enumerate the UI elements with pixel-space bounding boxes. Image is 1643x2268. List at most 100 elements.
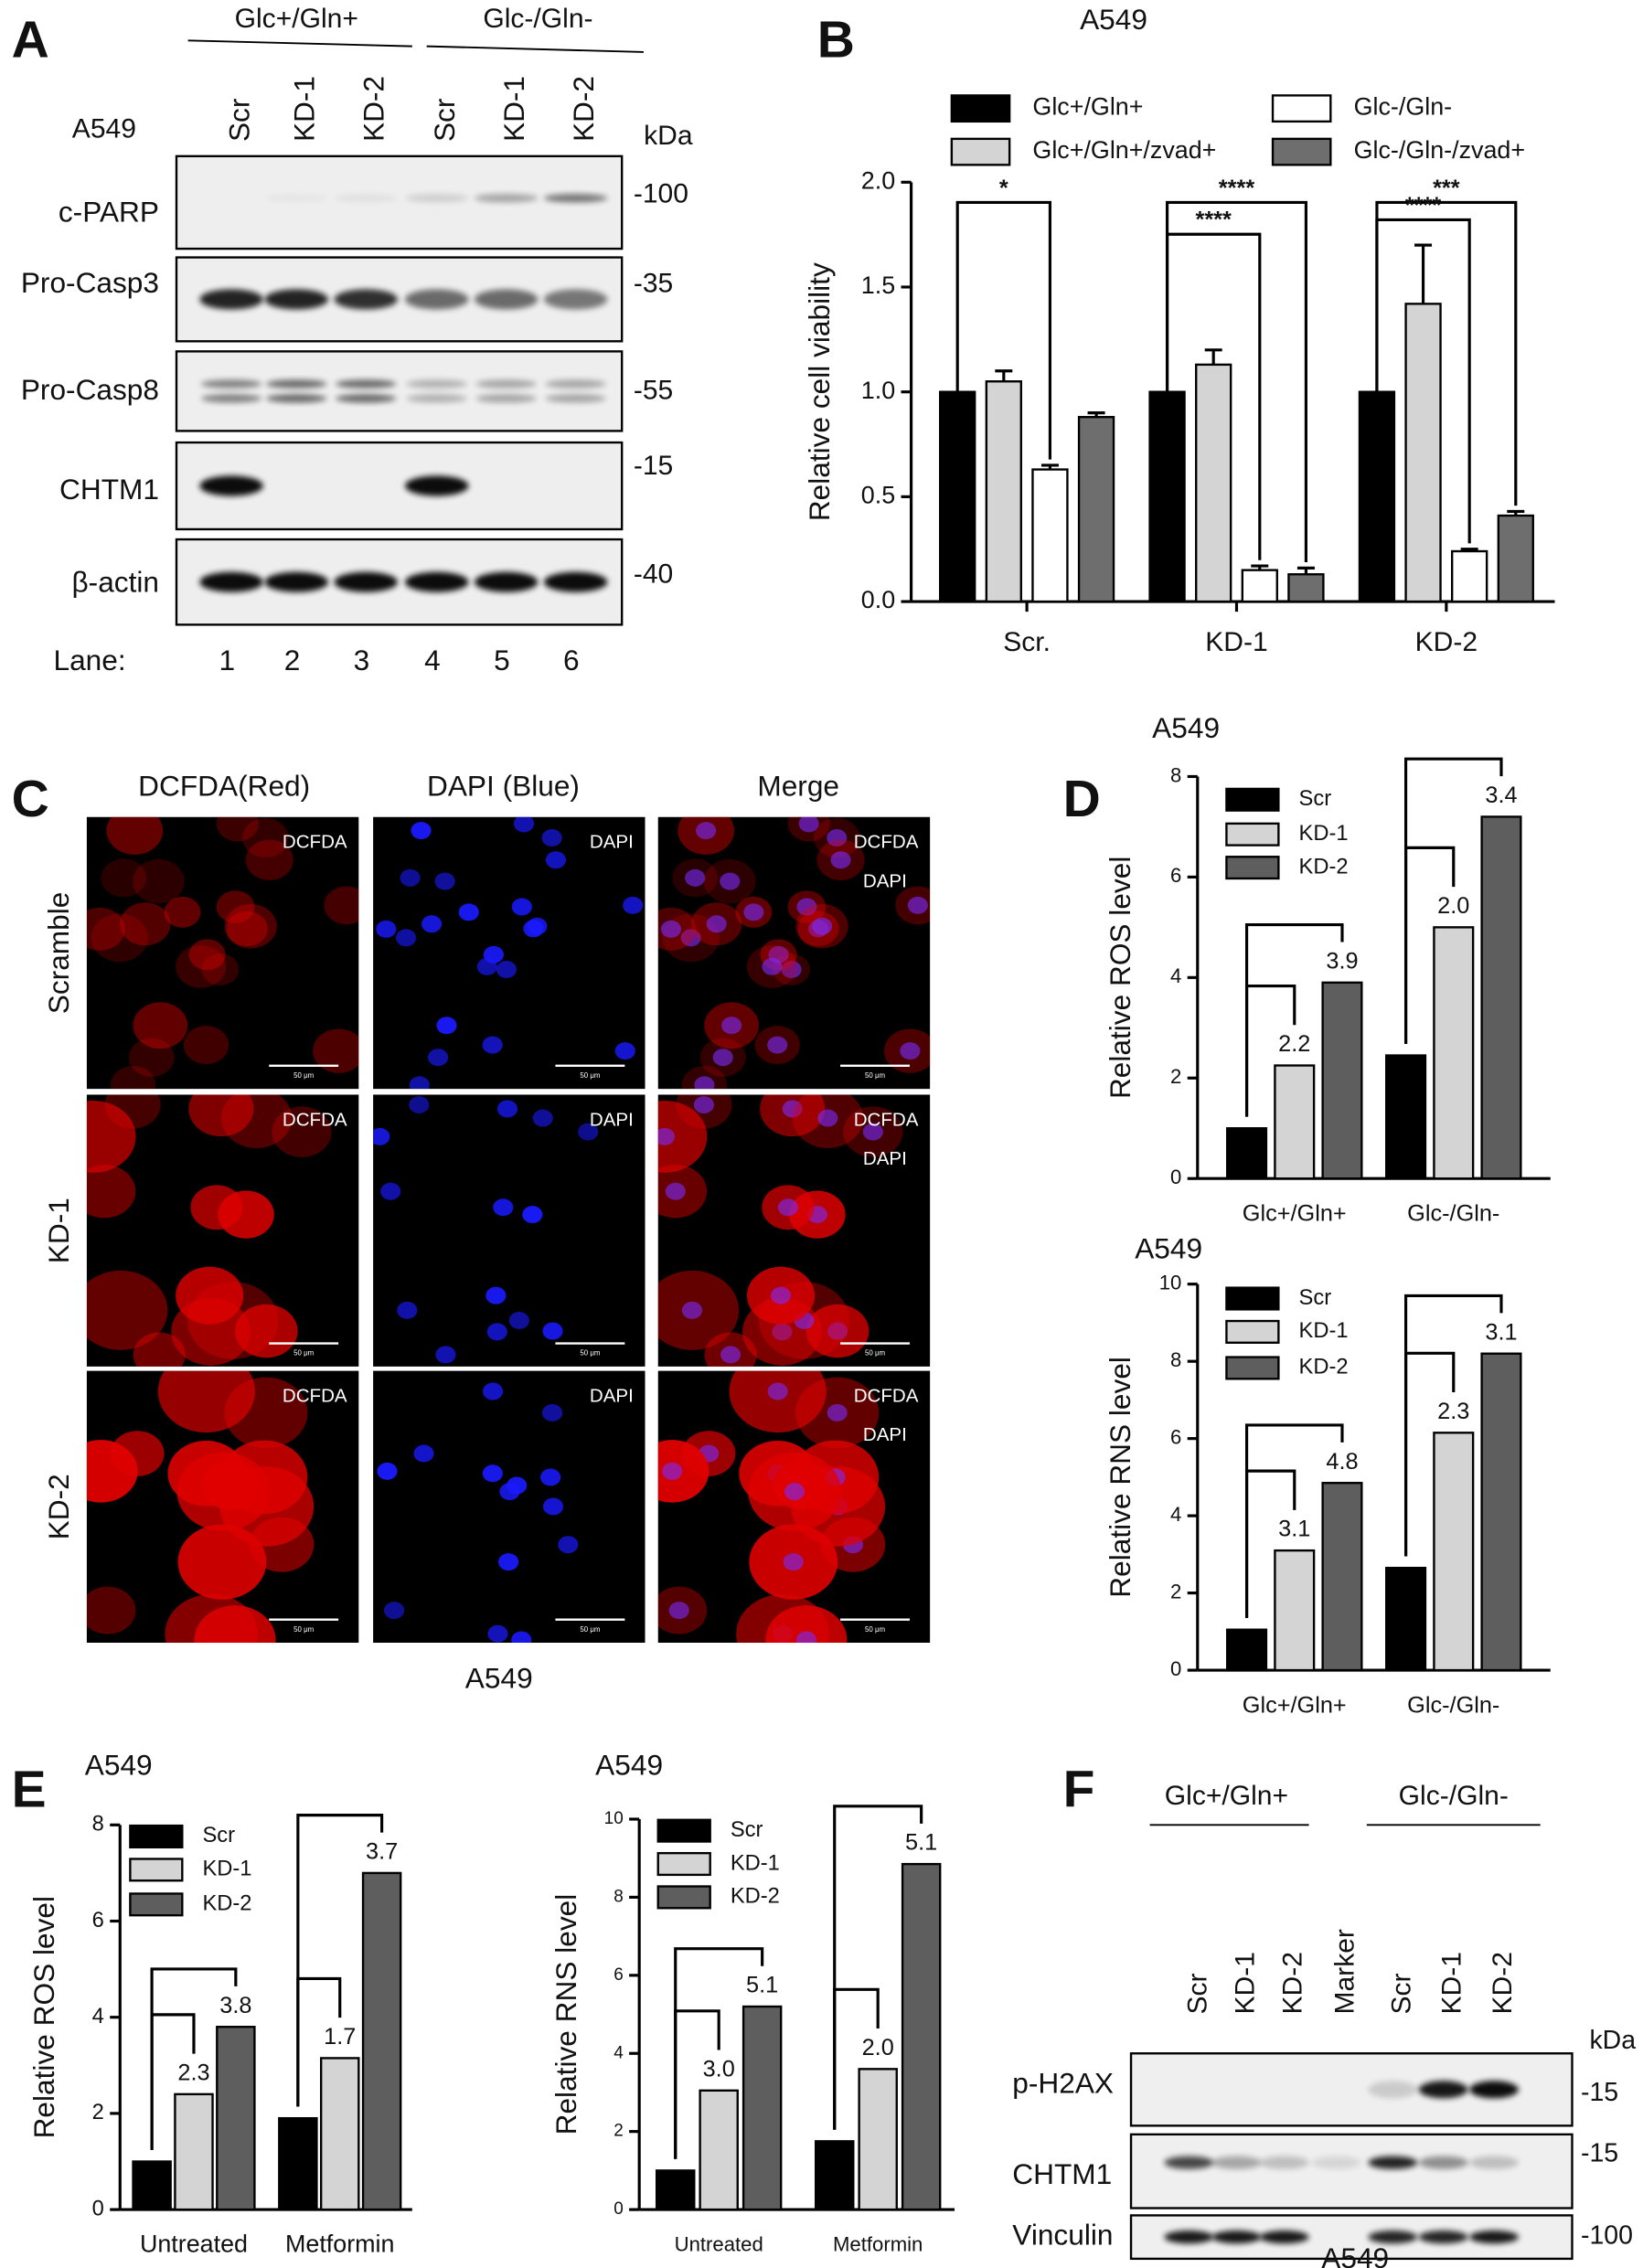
scale-label: 50 μm bbox=[865, 1071, 886, 1080]
fold-label: 3.7 bbox=[366, 1838, 398, 1864]
significance-label: **** bbox=[1405, 193, 1442, 218]
nucleus bbox=[817, 1109, 838, 1127]
lane-label: KD-2 bbox=[1278, 1952, 1308, 2014]
band bbox=[1418, 2231, 1468, 2244]
bar bbox=[1287, 573, 1325, 603]
nucleus bbox=[413, 1444, 434, 1463]
band bbox=[200, 379, 262, 389]
nucleus bbox=[485, 1286, 507, 1304]
band bbox=[1368, 2156, 1418, 2169]
chart-title: A549 bbox=[1135, 1232, 1202, 1265]
column-header: DAPI (Blue) bbox=[427, 769, 580, 802]
nucleus bbox=[511, 898, 532, 916]
fold-label: 3.0 bbox=[703, 2056, 735, 2082]
bar bbox=[1385, 1566, 1427, 1672]
nucleus bbox=[657, 1127, 676, 1145]
fold-bracket bbox=[150, 1967, 238, 2150]
overlay-label: DAPI bbox=[590, 1386, 634, 1407]
significance-label: **** bbox=[1195, 208, 1232, 233]
chart-title: A549 bbox=[1080, 3, 1147, 36]
lane-label: KD-2 bbox=[357, 76, 390, 142]
fold-label: 1.7 bbox=[324, 2024, 356, 2050]
band bbox=[543, 571, 608, 592]
y-axis-label: Relative ROS level bbox=[27, 1896, 60, 2138]
nucleus bbox=[545, 851, 567, 869]
bar bbox=[858, 2068, 898, 2211]
nucleus bbox=[487, 1624, 508, 1643]
lane-number: 6 bbox=[563, 644, 580, 676]
bar bbox=[278, 2116, 318, 2211]
fold-label: 3.1 bbox=[1278, 1517, 1310, 1542]
band bbox=[404, 571, 469, 592]
cell bbox=[324, 886, 359, 925]
cell bbox=[86, 1165, 136, 1219]
cell bbox=[157, 1370, 255, 1433]
cell bbox=[190, 1185, 243, 1230]
chart-title: A549 bbox=[1152, 711, 1220, 744]
bar bbox=[174, 2092, 214, 2211]
lane-number: 3 bbox=[354, 644, 370, 676]
nucleus bbox=[827, 829, 848, 847]
nucleus bbox=[693, 1096, 714, 1114]
y-tick-label: 0 bbox=[613, 2199, 624, 2219]
nucleus bbox=[811, 917, 833, 935]
y-tick-label: 2.0 bbox=[861, 166, 895, 194]
nucleus bbox=[614, 1042, 635, 1060]
x-tick-label: Untreated bbox=[675, 2232, 763, 2255]
bar bbox=[1241, 569, 1278, 603]
band bbox=[1418, 2156, 1468, 2169]
cell bbox=[106, 816, 164, 855]
panel-label: C bbox=[12, 770, 49, 828]
nucleus bbox=[458, 903, 479, 921]
legend-swatch bbox=[1225, 1356, 1280, 1380]
y-tick-label: 4 bbox=[1170, 964, 1181, 987]
legend-label: KD-2 bbox=[1299, 1356, 1349, 1379]
bar bbox=[985, 380, 1022, 603]
lane-number: 2 bbox=[284, 644, 301, 676]
band bbox=[266, 379, 327, 389]
lane-label: KD-2 bbox=[1488, 1952, 1518, 2014]
cell bbox=[242, 818, 289, 858]
chart-title: A549 bbox=[85, 1748, 153, 1781]
bar bbox=[1321, 981, 1363, 1180]
bar bbox=[741, 2005, 783, 2211]
cell bbox=[110, 1065, 156, 1090]
legend-swatch bbox=[1271, 94, 1332, 123]
bar bbox=[132, 2160, 172, 2211]
overlay-label: DCFDA bbox=[854, 1109, 919, 1130]
overlay-label: DCFDA bbox=[854, 832, 919, 853]
nucleus bbox=[476, 957, 497, 975]
micrograph-cells bbox=[373, 1096, 599, 1364]
nucleus bbox=[770, 1286, 792, 1304]
bar bbox=[655, 2169, 696, 2211]
cell bbox=[176, 1452, 271, 1531]
band bbox=[335, 379, 397, 389]
band bbox=[545, 379, 606, 389]
band bbox=[475, 394, 537, 403]
bar bbox=[1480, 815, 1522, 1180]
cell bbox=[133, 1002, 188, 1049]
cell-line: A549 bbox=[1321, 2241, 1389, 2268]
nucleus bbox=[578, 1123, 599, 1141]
lane-label-title: Lane: bbox=[54, 644, 126, 676]
fold-label: 2.3 bbox=[177, 2060, 209, 2085]
x-tick-label: Scr. bbox=[1003, 627, 1051, 657]
nucleus bbox=[900, 1042, 921, 1060]
bar bbox=[361, 1871, 402, 2211]
row-label: Vinculin bbox=[1012, 2219, 1113, 2252]
nucleus bbox=[541, 1403, 563, 1421]
significance-bracket bbox=[1165, 200, 1308, 563]
nucleus bbox=[409, 1096, 430, 1114]
scale-label: 50 μm bbox=[293, 1625, 315, 1634]
legend-swatch bbox=[1225, 1286, 1280, 1311]
group-line bbox=[187, 39, 412, 48]
y-axis-label: Relative RNS level bbox=[549, 1894, 582, 2135]
overlay-label: DCFDA bbox=[283, 832, 347, 853]
cell bbox=[86, 1101, 136, 1173]
micrograph bbox=[86, 816, 359, 1090]
nucleus bbox=[428, 1049, 449, 1067]
nucleus bbox=[540, 1468, 561, 1486]
legend-swatch bbox=[950, 137, 1011, 166]
band bbox=[406, 379, 467, 389]
